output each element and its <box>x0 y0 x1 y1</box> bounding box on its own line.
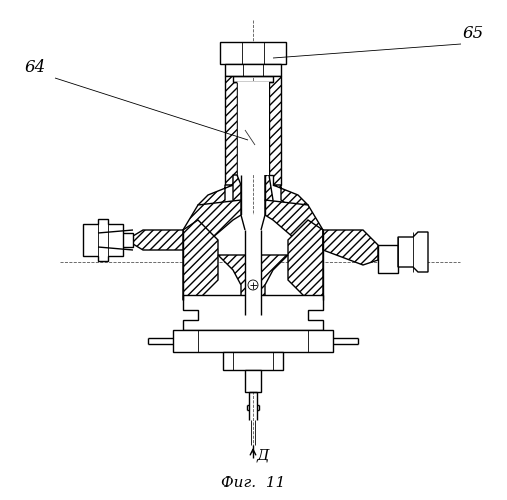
Polygon shape <box>233 175 241 205</box>
Text: 64: 64 <box>25 59 46 76</box>
Text: Фиг.  11: Фиг. 11 <box>221 476 285 490</box>
Polygon shape <box>265 175 273 205</box>
Text: Д: Д <box>257 448 269 462</box>
Bar <box>245 370 261 392</box>
Polygon shape <box>241 215 265 315</box>
Polygon shape <box>398 232 428 272</box>
Polygon shape <box>273 185 308 220</box>
Polygon shape <box>269 76 281 185</box>
Bar <box>173 330 333 352</box>
Bar <box>378 245 398 273</box>
Bar <box>225 64 281 76</box>
Text: 65: 65 <box>463 25 484 42</box>
Circle shape <box>248 280 258 290</box>
Polygon shape <box>265 200 323 250</box>
Bar <box>237 82 269 175</box>
Polygon shape <box>288 220 323 300</box>
Bar <box>223 352 283 370</box>
Polygon shape <box>218 255 288 315</box>
Polygon shape <box>183 220 218 300</box>
Polygon shape <box>225 76 237 185</box>
Polygon shape <box>183 200 241 250</box>
Bar <box>220 42 286 64</box>
Polygon shape <box>323 230 378 265</box>
Bar <box>98 233 133 247</box>
Polygon shape <box>183 295 323 330</box>
Polygon shape <box>133 230 183 250</box>
Polygon shape <box>198 185 233 220</box>
Polygon shape <box>83 219 123 261</box>
